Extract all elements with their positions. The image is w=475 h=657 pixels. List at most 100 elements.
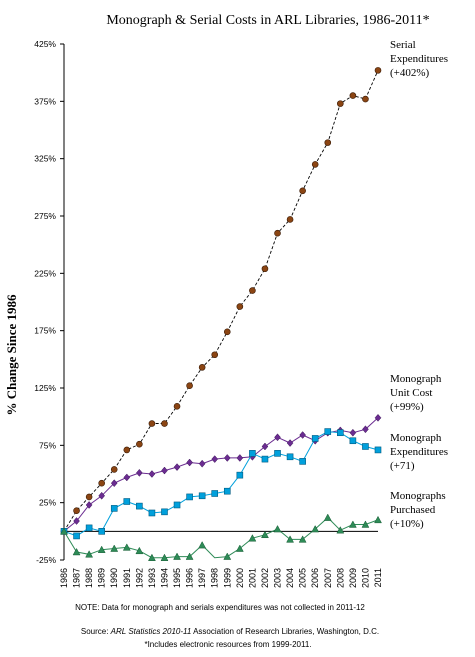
data-point	[236, 471, 244, 479]
data-point	[198, 364, 206, 371]
data-point	[324, 139, 332, 146]
data-point	[223, 552, 232, 560]
data-point	[72, 547, 81, 556]
y-tick-labels: -25% 25% 75% 125% 175% 225% 275% 325% 375% 425%	[34, 39, 64, 565]
data-point	[185, 552, 194, 560]
data-point	[135, 546, 144, 555]
data-point	[85, 524, 93, 532]
data-point	[136, 440, 143, 448]
data-point	[286, 453, 294, 461]
series-annotation: Monographs Purchased (+10%)	[390, 490, 446, 530]
data-point	[161, 508, 168, 516]
chart-footnote: *Includes electronic resources from 1999…	[144, 640, 311, 649]
x-tick-label: 1987	[72, 568, 82, 588]
y-tick-label: 175%	[34, 326, 56, 336]
x-tick-label: 2002	[260, 568, 270, 588]
y-tick-label: 125%	[34, 383, 56, 393]
x-tick-label: 2011	[373, 568, 383, 587]
x-tick-label: 2010	[360, 568, 370, 588]
x-tick-label: 2009	[348, 568, 358, 588]
x-tick-label: 2006	[310, 568, 320, 588]
series-annotation-line: Expenditures	[390, 53, 448, 65]
data-point	[286, 216, 294, 223]
data-point	[323, 513, 332, 521]
x-tick-label: 1992	[134, 568, 144, 588]
x-tick-label: 2003	[273, 568, 283, 588]
data-point	[273, 525, 282, 533]
data-point	[374, 515, 382, 524]
series-annotation-line: (+99%)	[390, 401, 424, 413]
series-annotation-line: Serial	[390, 39, 416, 51]
x-tick-label: 2000	[235, 568, 245, 588]
data-point	[98, 528, 105, 535]
data-point	[336, 526, 345, 534]
data-point	[85, 501, 93, 509]
data-point	[97, 545, 106, 553]
series-annotation-line: Unit Cost	[390, 387, 432, 399]
x-tick-label: 2005	[298, 568, 308, 588]
data-point	[186, 458, 193, 467]
data-point	[110, 466, 118, 473]
data-point	[148, 420, 156, 427]
data-point	[60, 527, 68, 535]
data-point	[211, 490, 219, 497]
data-point	[249, 450, 256, 457]
data-point	[123, 498, 131, 505]
y-tick-label: 275%	[34, 211, 56, 221]
y-axis-label: % Change Since 1986	[4, 294, 19, 415]
series-group	[60, 67, 382, 561]
data-point	[274, 433, 281, 442]
data-point	[298, 535, 307, 543]
data-point	[198, 541, 207, 549]
data-point	[337, 100, 344, 107]
data-point	[186, 493, 193, 501]
data-point	[160, 553, 169, 561]
data-point	[311, 435, 319, 442]
data-point	[349, 92, 357, 99]
data-point	[274, 450, 281, 457]
data-point	[236, 454, 244, 462]
data-point	[73, 532, 80, 540]
series-monograph-expenditures	[60, 428, 382, 540]
series-annotation: Serial Expenditures (+402%)	[390, 39, 448, 79]
data-point	[122, 543, 131, 551]
data-point	[337, 429, 344, 437]
series-annotation: Monograph Expenditures (+71)	[390, 432, 448, 472]
y-tick-label: 375%	[34, 96, 56, 106]
series-annotations: Serial Expenditures (+402%) Monograph Unit C…	[390, 39, 448, 530]
x-tick-label: 1991	[122, 568, 132, 588]
data-point	[73, 507, 80, 514]
data-point	[261, 442, 269, 451]
y-tick-label: 225%	[34, 268, 56, 278]
data-point	[173, 501, 181, 509]
series-annotation-line: Expenditures	[390, 446, 448, 458]
data-point	[173, 463, 181, 472]
series-line	[63, 70, 379, 532]
series-annotation-line: (+10%)	[390, 518, 424, 530]
data-point	[211, 455, 219, 463]
data-point	[223, 487, 231, 495]
data-point	[261, 455, 269, 463]
data-point	[236, 303, 244, 310]
data-point	[173, 552, 181, 560]
data-point	[286, 439, 294, 447]
y-tick-label: 425%	[34, 39, 56, 49]
series-annotation-line: (+402%)	[390, 67, 430, 79]
x-tick-label: 1986	[59, 568, 69, 588]
series-annotation: Monograph Unit Cost (+99%)	[390, 373, 442, 413]
y-tick-label: 75%	[39, 440, 56, 450]
data-point	[299, 187, 306, 195]
data-point	[198, 492, 206, 500]
data-point	[261, 265, 269, 273]
data-point	[324, 428, 332, 435]
x-tick-label: 2007	[323, 568, 333, 588]
y-tick-label: 25%	[39, 498, 56, 508]
x-tick-label: 1998	[210, 568, 220, 588]
data-point	[110, 544, 119, 552]
data-point	[361, 520, 370, 528]
data-point	[161, 466, 168, 475]
data-point	[148, 470, 156, 478]
x-tick-label: 1989	[97, 568, 107, 588]
data-point	[299, 458, 306, 465]
